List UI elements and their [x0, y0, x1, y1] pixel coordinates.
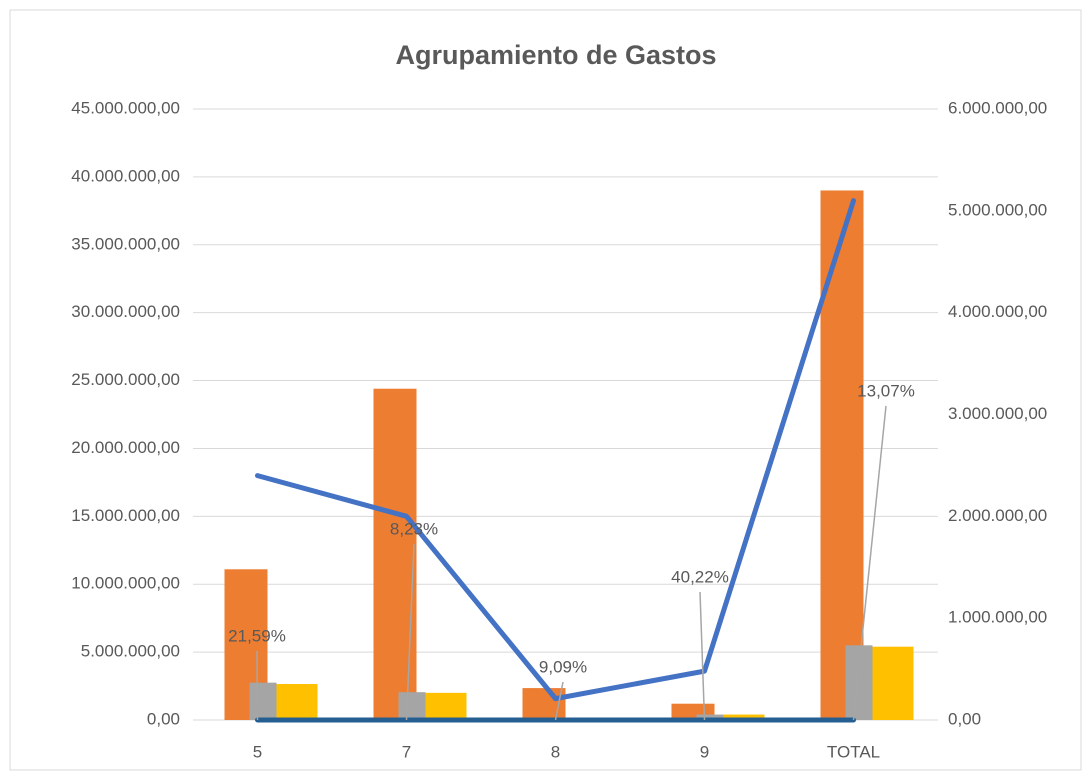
- y-tick-label: 25.000.000,00: [71, 370, 180, 389]
- bar: [696, 714, 724, 720]
- y2-tick-label: 3.000.000,00: [948, 404, 1047, 423]
- bar: [820, 190, 864, 720]
- bar: [845, 645, 873, 720]
- y-tick-label: 15.000.000,00: [71, 506, 180, 525]
- leader-line: [554, 681, 564, 721]
- data-label: 21,59%: [228, 626, 286, 645]
- bar: [398, 692, 426, 720]
- leader-line: [699, 591, 706, 721]
- y2-tick-label: 6.000.000,00: [948, 98, 1047, 117]
- y-tick-label: 40.000.000,00: [71, 166, 180, 185]
- leader-line: [405, 543, 415, 721]
- bar: [373, 388, 417, 720]
- leader-line: [256, 650, 259, 721]
- y2-tick-label: 2.000.000,00: [948, 506, 1047, 525]
- y-tick-label: 45.000.000,00: [71, 98, 180, 117]
- x-tick-label: 7: [402, 742, 411, 761]
- x-tick-label: 9: [700, 742, 709, 761]
- y2-tick-label: 0,00: [948, 709, 981, 728]
- y2-tick-label: 5.000.000,00: [948, 200, 1047, 219]
- data-label: 40,22%: [671, 567, 729, 586]
- y-tick-label: 35.000.000,00: [71, 234, 180, 253]
- x-tick-label: 5: [253, 742, 262, 761]
- y-tick-label: 10.000.000,00: [71, 574, 180, 593]
- data-label: 13,07%: [857, 381, 915, 400]
- x-tick-label: TOTAL: [827, 742, 880, 761]
- y2-tick-label: 1.000.000,00: [948, 608, 1047, 627]
- y-tick-label: 5.000.000,00: [81, 642, 180, 661]
- y-tick-label: 30.000.000,00: [71, 302, 180, 321]
- chart-border: [9, 9, 1082, 771]
- y-tick-label: 20.000.000,00: [71, 438, 180, 457]
- x-tick-label: 8: [551, 742, 560, 761]
- bar: [425, 692, 467, 720]
- leader-line: [852, 405, 887, 721]
- data-label: 9,09%: [539, 657, 587, 676]
- data-label: 8,23%: [390, 519, 438, 538]
- y-tick-label: 0,00: [147, 709, 180, 728]
- bar: [249, 682, 277, 720]
- bar: [276, 684, 318, 720]
- bar: [723, 714, 765, 720]
- bar: [872, 646, 914, 720]
- y2-tick-label: 4.000.000,00: [948, 302, 1047, 321]
- chart-title: Agrupamiento de Gastos: [395, 40, 716, 70]
- line: [255, 198, 856, 702]
